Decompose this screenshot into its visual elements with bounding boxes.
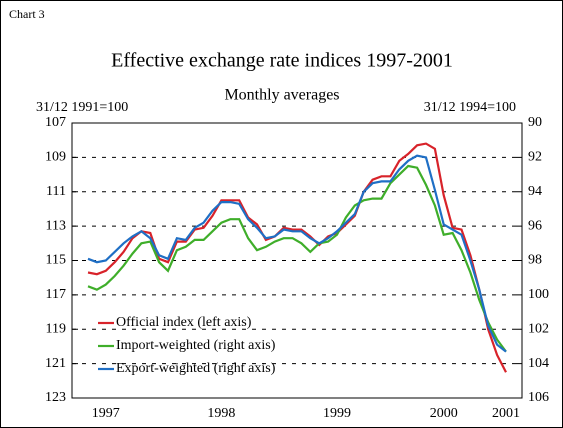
series-line bbox=[87, 164, 507, 353]
y2-tick-label: 90 bbox=[528, 115, 542, 130]
y2-tick-label: 100 bbox=[528, 287, 549, 302]
y2-tick-label: 106 bbox=[528, 390, 549, 405]
chart-title: Effective exchange rate indices 1997-200… bbox=[111, 50, 453, 72]
y2-tick-label: 98 bbox=[528, 253, 542, 268]
y-tick-label: 123 bbox=[45, 390, 66, 405]
y-tick-label: 109 bbox=[45, 150, 66, 165]
chart-label: Chart 3 bbox=[9, 7, 45, 21]
y2-axis-label: 31/12 1994=100 bbox=[424, 100, 516, 115]
y2-tick-label: 94 bbox=[528, 184, 542, 199]
y-tick-label: 115 bbox=[46, 253, 66, 268]
y-tick-label: 121 bbox=[45, 356, 66, 371]
x-tick-label: 1998 bbox=[207, 406, 235, 421]
y-tick-label: 111 bbox=[46, 184, 66, 199]
x-tick-label: 1997 bbox=[92, 406, 120, 421]
x-tick-label: 1999 bbox=[323, 406, 351, 421]
legend-label: Export-weighted (right axis) bbox=[116, 361, 276, 376]
y-tick-label: 117 bbox=[46, 287, 66, 302]
y2-tick-label: 104 bbox=[528, 356, 549, 371]
y2-tick-label: 92 bbox=[528, 150, 542, 165]
legend-label: Import-weighted (right axis) bbox=[116, 338, 276, 353]
chart-subtitle: Monthly averages bbox=[224, 87, 339, 104]
y2-tick-label: 102 bbox=[528, 321, 549, 336]
y-axis-label: 31/12 1991=100 bbox=[36, 100, 128, 115]
series-line bbox=[87, 154, 507, 353]
y-tick-label: 107 bbox=[45, 115, 66, 130]
x-tick-label: 2000 bbox=[430, 406, 458, 421]
y-tick-label: 119 bbox=[46, 321, 66, 336]
legend-label: Official index (left axis) bbox=[116, 315, 252, 330]
y-tick-label: 113 bbox=[46, 218, 66, 233]
x-tick-label: 2001 bbox=[492, 406, 520, 421]
y2-tick-label: 96 bbox=[528, 218, 542, 233]
